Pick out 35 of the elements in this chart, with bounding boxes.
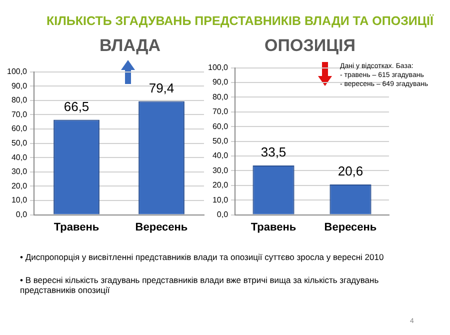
y-tick-label: 40,0: [11, 152, 28, 162]
y-tick-label: 50,0: [212, 136, 229, 146]
chart-subtitle: ВЛАДА: [98, 36, 162, 56]
y-tick-label: 50,0: [11, 138, 28, 148]
y-tick-label: 30,0: [212, 166, 229, 175]
y-tick-label: 70,0: [212, 107, 229, 116]
y-tick-label: 100,0: [6, 67, 28, 76]
x-tick-label: Вересень: [324, 221, 377, 234]
y-tick-label: 90,0: [212, 78, 229, 87]
y-tick-label: 30,0: [11, 167, 28, 176]
y-tick-label: 100,0: [208, 63, 229, 72]
y-tick-label: 20,0: [11, 181, 28, 190]
y-tick-label: 10,0: [11, 196, 28, 205]
data-label: 66,5: [64, 98, 90, 114]
y-tick-label: 80,0: [11, 96, 28, 105]
x-tick-label: Травень: [250, 221, 296, 234]
data-label: 79,4: [148, 80, 174, 96]
text: • Диспропорція у висвітленні представників влади та опозиції суттєво зросла у вересні 2010: [20, 252, 385, 262]
text: • В вересні кількість згадувань представників влади вже втричі вища за кількість згадувань представників опозиції: [20, 275, 380, 295]
chart-title: ОПОЗИЦІЯ: [264, 36, 356, 56]
y-tick-label: 80,0: [212, 92, 229, 102]
data-label: 33,5: [260, 144, 286, 160]
y-tick-label: 20,0: [212, 180, 229, 190]
data-label: 20,6: [338, 164, 364, 179]
x-tick-label: Травень: [54, 221, 100, 234]
y-tick-label: 10,0: [212, 195, 229, 204]
y-tick-label: 0,0: [16, 210, 28, 220]
y-tick-label: 40,0: [212, 151, 229, 160]
y-tick-label: 60,0: [11, 124, 28, 134]
y-tick-label: 70,0: [11, 110, 28, 119]
y-tick-label: 60,0: [212, 122, 229, 131]
y-tick-label: 90,0: [11, 81, 28, 90]
y-tick-label: 0,0: [216, 210, 229, 220]
text: КІЛЬКІСТЬ ЗГАДУВАНЬ ПРЕДСТАВНИКІВ ВЛАДИ ТА ОПОЗИЦІЇ: [46, 14, 435, 28]
x-tick-label: Вересень: [135, 221, 188, 234]
